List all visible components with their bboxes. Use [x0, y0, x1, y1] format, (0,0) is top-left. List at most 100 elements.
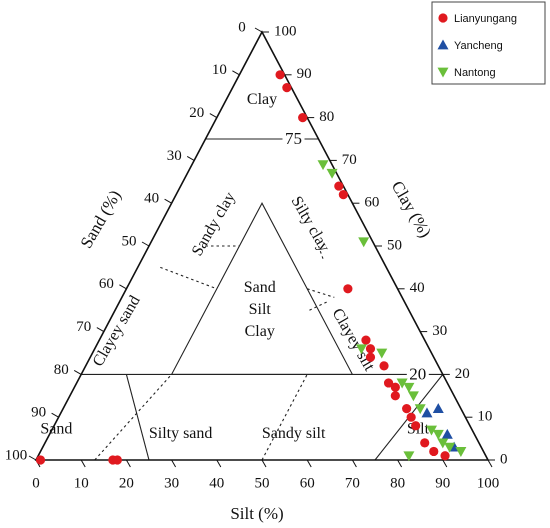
silt-tick-mark [397, 459, 403, 468]
clay-tick-label: 0 [500, 451, 508, 467]
data-point-nantong [326, 168, 338, 179]
data-point-yancheng [432, 403, 444, 414]
sand-tick-label: 100 [5, 447, 28, 463]
sand-tick-mark [232, 70, 240, 76]
silt-tick-label: 0 [32, 475, 40, 491]
sand-tick-label: 70 [76, 319, 91, 335]
data-point-nantong [444, 442, 456, 453]
data-point-nantong [355, 344, 367, 355]
silt-tick-label: 100 [477, 475, 500, 491]
clay-tick-label: 20 [455, 366, 470, 382]
sand-tick-mark [119, 284, 127, 290]
sand-tick-label: 80 [54, 362, 69, 378]
silt-axis-label: Silt (%) [230, 504, 283, 523]
region-label-sand-silt-clay: Sand Silt Clay [244, 279, 276, 340]
legend-label-lianyungang: Lianyungang [454, 13, 517, 25]
data-point-lianyungang [390, 382, 400, 392]
region-label-line: Silty sand [149, 425, 213, 442]
legend: Lianyungang Yancheng Nantong [431, 1, 546, 85]
silt-tick-label: 70 [345, 475, 360, 491]
data-point-lianyungang [35, 455, 46, 465]
dotted-clayey-silt-2 [307, 288, 335, 298]
sand-tick-label: 40 [144, 191, 159, 207]
clay-tick-label: 90 [297, 66, 312, 82]
sand-tick-label: 90 [31, 405, 46, 421]
region-label-line: Clay [247, 91, 277, 108]
data-point-lianyungang [365, 352, 376, 362]
silt-tick-mark [216, 459, 222, 468]
clay-tick-label: 30 [432, 323, 447, 339]
sand-tick-mark [96, 327, 105, 333]
region-label-line: Sand [244, 279, 276, 296]
silt-tick-label: 20 [119, 475, 134, 491]
legend-marker-nantong [437, 67, 449, 78]
clay-tick-label: 60 [364, 195, 379, 211]
silt-tick-mark [125, 459, 131, 468]
data-points [35, 70, 467, 465]
clay-tick-label: 80 [319, 109, 334, 125]
region-label-sandy-silt: Sandy silt [262, 425, 326, 442]
dotted-silty-sand [94, 374, 173, 461]
silt-tick-mark [306, 459, 312, 468]
region-boundaries [81, 138, 444, 461]
data-point-nantong [403, 382, 415, 393]
dotted-clayey-sand [160, 266, 217, 290]
silt-tick-label: 90 [435, 475, 450, 491]
sand-tick-mark [164, 198, 172, 204]
sand-tick-mark [209, 113, 218, 119]
data-point-lianyungang [420, 438, 430, 448]
data-point-lianyungang [429, 446, 439, 457]
data-point-lianyungang [383, 378, 394, 388]
boundary-label-20: 20 [409, 364, 426, 383]
silt-tick-label: 60 [300, 475, 315, 491]
data-point-nantong [426, 425, 437, 436]
data-point-yancheng [421, 407, 433, 418]
clay-tick-label: 10 [477, 409, 492, 425]
sand-tick-mark [28, 455, 37, 461]
data-point-lianyungang [334, 181, 344, 191]
data-point-lianyungang [343, 284, 353, 294]
data-point-lianyungang [275, 70, 285, 80]
boundary-sand-75 [125, 374, 150, 461]
region-label-line: Sand [40, 421, 72, 438]
dotted-silty-clay [317, 245, 324, 260]
data-point-nantong [396, 378, 408, 389]
data-point-nantong [455, 447, 467, 457]
sand-tick-mark [73, 369, 82, 375]
clay-tick-label: 50 [387, 237, 402, 253]
sand-tick-mark [254, 27, 263, 33]
silt-tick-mark [261, 459, 267, 468]
series-nantong [317, 160, 467, 462]
data-point-nantong [432, 429, 444, 440]
data-point-lianyungang [361, 335, 371, 345]
sand-tick-label: 10 [212, 62, 227, 78]
silt-tick-label: 50 [255, 475, 270, 491]
region-label-line: Sandy silt [262, 425, 326, 442]
data-point-nantong [437, 438, 449, 449]
data-point-lianyungang [282, 83, 292, 93]
legend-marker-lianyungang [438, 13, 448, 23]
series-lianyungang [35, 70, 450, 465]
silt-tick-mark [442, 459, 448, 468]
data-point-lianyungang [365, 344, 376, 354]
data-point-yancheng [441, 428, 453, 439]
sand-tick-label: 20 [189, 105, 204, 121]
legend-box [431, 1, 546, 85]
region-label-silty-sand: Silty sand [149, 425, 213, 442]
silt-tick-label: 10 [74, 475, 89, 491]
silt-tick-mark [80, 459, 86, 468]
data-point-lianyungang [390, 391, 400, 401]
data-point-nantong [317, 160, 329, 171]
dotted-clayey-silt-1 [309, 301, 328, 311]
sand-tick-label: 50 [122, 233, 137, 249]
sand-tick-label: 60 [99, 276, 114, 292]
sand-tick-mark [141, 241, 150, 247]
boundary-label-bg [282, 129, 305, 149]
axis-ticks: 0 10 20 30 40 50 60 70 80 90 100010203040506070809… [5, 19, 508, 491]
sand-tick-mark [186, 155, 195, 161]
region-label-line: Clay [245, 323, 275, 340]
region-label-clay: Clay [247, 91, 277, 108]
clay-tick-label: 100 [274, 23, 297, 39]
data-point-lianyungang [298, 113, 308, 123]
data-point-nantong [414, 404, 426, 415]
